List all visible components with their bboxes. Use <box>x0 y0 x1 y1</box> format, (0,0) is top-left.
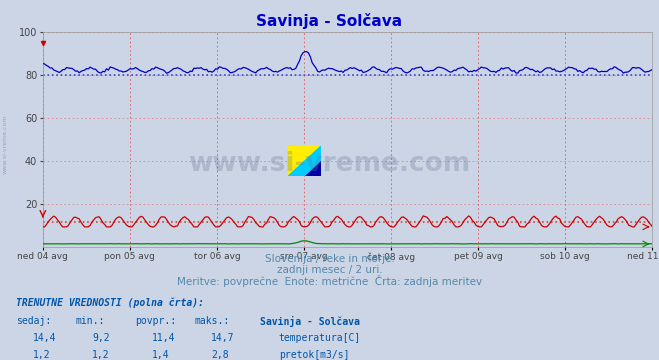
Text: Slovenija / reke in morje.: Slovenija / reke in morje. <box>264 254 395 264</box>
Text: 9,2: 9,2 <box>92 333 110 343</box>
Text: Meritve: povprečne  Enote: metrične  Črta: zadnja meritev: Meritve: povprečne Enote: metrične Črta:… <box>177 275 482 287</box>
Text: zadnji mesec / 2 uri.: zadnji mesec / 2 uri. <box>277 265 382 275</box>
Text: 2,8: 2,8 <box>211 350 229 360</box>
Text: 1,2: 1,2 <box>33 350 51 360</box>
Text: 14,4: 14,4 <box>33 333 57 343</box>
Text: povpr.:: povpr.: <box>135 316 176 326</box>
Polygon shape <box>289 146 321 176</box>
Text: sedaj:: sedaj: <box>16 316 51 326</box>
Text: 14,7: 14,7 <box>211 333 235 343</box>
Text: pretok[m3/s]: pretok[m3/s] <box>279 350 349 360</box>
Polygon shape <box>305 161 321 176</box>
Text: maks.:: maks.: <box>194 316 229 326</box>
Text: www.si-vreme.com: www.si-vreme.com <box>188 151 471 177</box>
Text: temperatura[C]: temperatura[C] <box>279 333 361 343</box>
Text: 11,4: 11,4 <box>152 333 175 343</box>
Text: Savinja - Solčava: Savinja - Solčava <box>260 316 360 327</box>
Text: 1,4: 1,4 <box>152 350 169 360</box>
Text: www.si-vreme.com: www.si-vreme.com <box>3 114 8 174</box>
Text: TRENUTNE VREDNOSTI (polna črta):: TRENUTNE VREDNOSTI (polna črta): <box>16 297 204 307</box>
Text: min.:: min.: <box>76 316 105 326</box>
Polygon shape <box>289 146 321 176</box>
Text: 1,2: 1,2 <box>92 350 110 360</box>
Text: Savinja - Solčava: Savinja - Solčava <box>256 13 403 28</box>
